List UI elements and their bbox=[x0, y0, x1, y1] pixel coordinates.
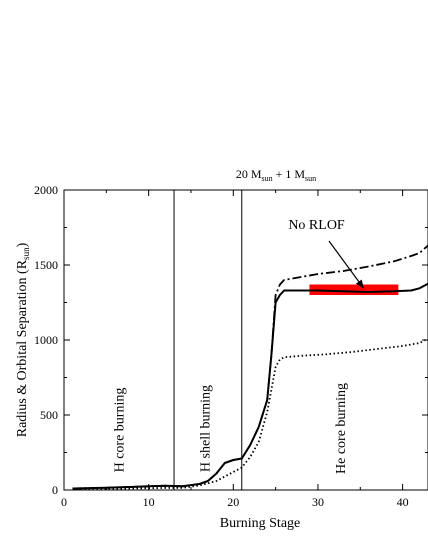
phase-label-0: H core burning bbox=[112, 388, 127, 473]
annotation-arrow-shaft bbox=[328, 240, 365, 289]
y-tick-label: 2000 bbox=[34, 183, 58, 197]
annotation-text: No RLOF bbox=[288, 218, 345, 233]
y-tick-label: 1000 bbox=[34, 333, 58, 347]
plot-frame bbox=[63, 189, 428, 491]
x-tick-label: 20 bbox=[227, 495, 239, 509]
highlight-box bbox=[309, 284, 399, 295]
y-axis-label: Radius & Orbital Separation (Rsun) bbox=[15, 242, 31, 437]
phase-label-2: He core burning bbox=[334, 383, 349, 474]
y-tick-label: 0 bbox=[52, 483, 58, 497]
annotation-arrow-head bbox=[355, 279, 364, 289]
x-tick-label: 30 bbox=[312, 495, 324, 509]
series-line-dashdot bbox=[72, 244, 428, 490]
chart-title: 20 Msun + 1 Msun bbox=[236, 167, 316, 183]
x-tick-label: 40 bbox=[397, 495, 409, 509]
y-tick-label: 1500 bbox=[34, 258, 58, 272]
y-tick-label: 500 bbox=[40, 408, 58, 422]
phase-label-1: H shell burning bbox=[199, 385, 214, 472]
x-axis-label: Burning Stage bbox=[220, 516, 301, 531]
x-tick-label: 0 bbox=[61, 495, 67, 509]
x-tick-label: 10 bbox=[143, 495, 155, 509]
